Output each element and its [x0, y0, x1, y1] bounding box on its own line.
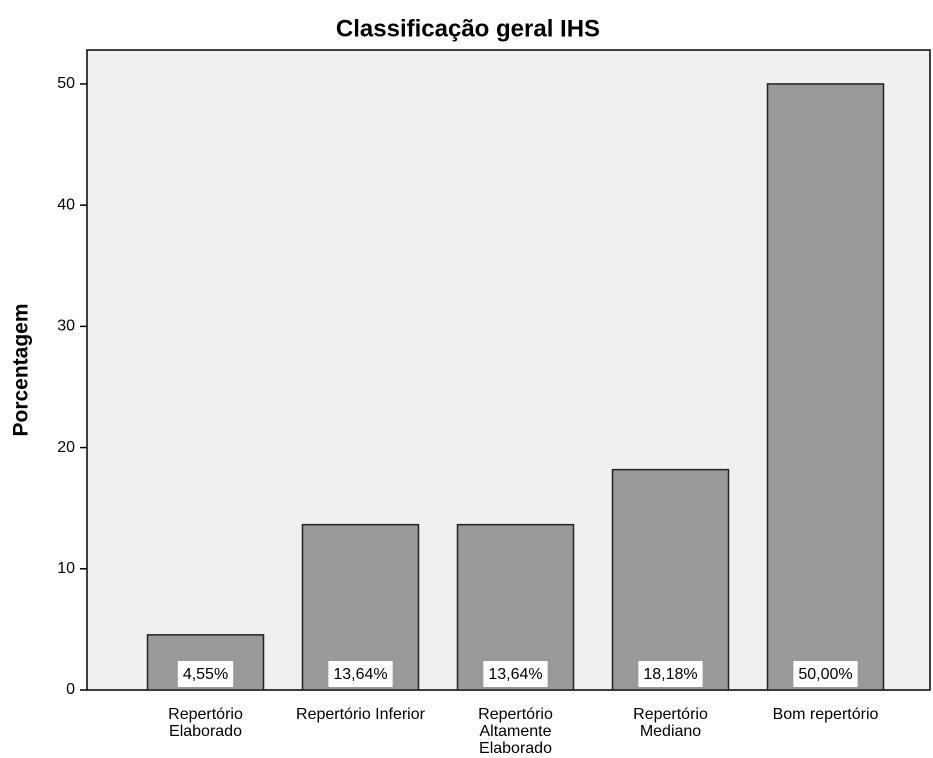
y-axis-label: Porcentagem	[10, 303, 33, 436]
x-tick-label: Repertório Altamente Elaborado	[478, 706, 553, 757]
value-label: 13,64%	[333, 666, 387, 683]
bar	[611, 468, 730, 691]
x-tick-label: Repertório Mediano	[633, 706, 708, 740]
value-label-box	[793, 661, 858, 687]
value-label: 4,55%	[183, 666, 228, 683]
x-tick-label: Bom repertório	[772, 706, 879, 723]
value-label-box	[177, 661, 234, 687]
y-tick-label: 40	[57, 196, 75, 213]
y-tick-label: 50	[57, 75, 75, 92]
bar	[766, 83, 885, 691]
value-label-box	[328, 661, 393, 687]
x-tick-label: Repertório Inferior	[296, 706, 425, 723]
value-label: 18,18%	[643, 666, 697, 683]
value-label: 13,64%	[488, 666, 542, 683]
y-tick-label: 0	[66, 681, 75, 698]
y-tick-label: 20	[57, 439, 75, 456]
chart-title: Classificação geral IHS	[336, 15, 600, 42]
value-label: 50,00%	[798, 666, 852, 683]
y-tick-label: 10	[57, 560, 75, 577]
x-tick-label: Repertório Elaborado	[168, 706, 243, 740]
y-tick-label: 30	[57, 318, 75, 335]
value-label-box	[483, 661, 548, 687]
value-label-box	[638, 661, 703, 687]
